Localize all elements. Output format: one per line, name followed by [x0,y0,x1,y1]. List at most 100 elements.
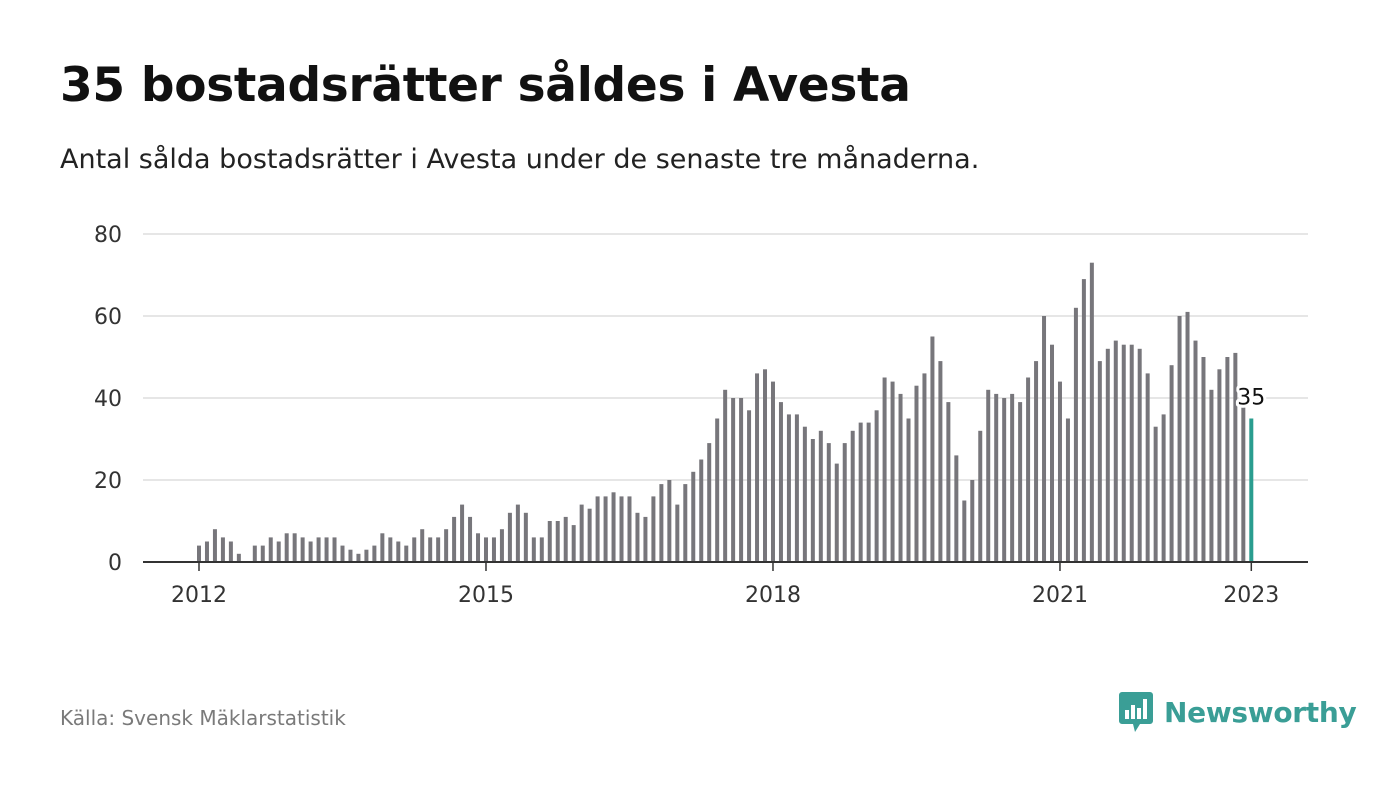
bar [978,430,983,562]
bar [268,537,273,562]
bar [308,541,313,562]
bar [468,516,473,562]
bar [595,496,600,562]
bar [396,541,401,562]
brand-name: Newsworthy [1164,695,1357,729]
bar [252,545,257,562]
bar [324,537,329,562]
bar [372,545,377,562]
bar [874,410,879,562]
bar [667,480,672,562]
bar [412,537,417,562]
bar [1018,402,1023,562]
bar [1145,373,1150,562]
bar [651,496,656,562]
bar [300,537,305,562]
bar [1042,316,1047,562]
x-tick-label: 2021 [1032,583,1088,608]
bar [675,504,680,562]
bar [1081,279,1086,562]
bar [970,480,975,562]
bar [826,443,831,562]
bar [659,484,664,562]
bar [802,426,807,562]
bar [507,512,512,562]
bar [452,516,457,562]
chart-title: 35 bostadsrätter såldes i Avesta [60,58,911,113]
bar [786,414,791,562]
bar [547,521,552,562]
bar [1161,414,1166,562]
bar [707,443,712,562]
bar [994,393,999,562]
bar [380,533,385,562]
bar [428,537,433,562]
bar [906,418,911,562]
bar [284,533,289,562]
bar [444,529,449,562]
bar [1193,340,1198,562]
bar [579,504,584,562]
bar [778,402,783,562]
bar [747,410,752,562]
bar [1153,426,1158,562]
bar [882,377,887,562]
bar [890,381,895,562]
bar [898,393,903,562]
bar [938,361,943,562]
bar [460,504,465,562]
bar [731,398,736,562]
bar [563,516,568,562]
bar-chart-speech-bubble-icon [1119,692,1153,732]
y-tick-label: 0 [108,551,122,576]
x-tick-label: 2018 [745,583,801,608]
bar [763,369,768,562]
bar [197,545,201,562]
bar [954,455,959,562]
data-label-last: 35 [1237,386,1265,411]
y-tick-label: 80 [94,223,122,248]
bar [1010,393,1015,562]
bar [356,553,361,562]
bar [699,459,704,562]
bar [930,336,935,562]
bar [794,414,799,562]
bar [914,385,919,562]
bar [1241,402,1246,562]
bar [1065,418,1070,562]
bar [1233,352,1238,562]
bar-highlight [1249,418,1254,562]
bar [515,504,520,562]
bar [436,537,441,562]
bar [420,529,425,562]
bar [364,549,369,562]
bar [1225,357,1230,562]
bar [531,537,536,562]
bar [316,537,321,562]
bar [555,521,560,562]
bar [204,541,209,562]
bar [220,537,225,562]
bar [1113,340,1118,562]
bar [842,443,847,562]
bar [818,430,823,562]
bar [276,541,281,562]
bar [292,533,297,562]
bar [212,529,217,562]
bar [619,496,624,562]
bar [922,373,927,562]
bar [603,496,608,562]
bar [1185,311,1190,562]
bar [611,492,616,562]
bar [723,389,728,562]
bar [1217,369,1222,562]
bar [683,484,688,562]
bar [858,422,863,562]
bar [627,496,632,562]
x-tick-label: 2012 [171,583,227,608]
source-note: Källa: Svensk Mäklarstatistik [60,706,346,730]
y-tick-label: 40 [94,387,122,412]
bar [810,439,815,562]
bar [946,402,951,562]
bar [866,422,871,562]
